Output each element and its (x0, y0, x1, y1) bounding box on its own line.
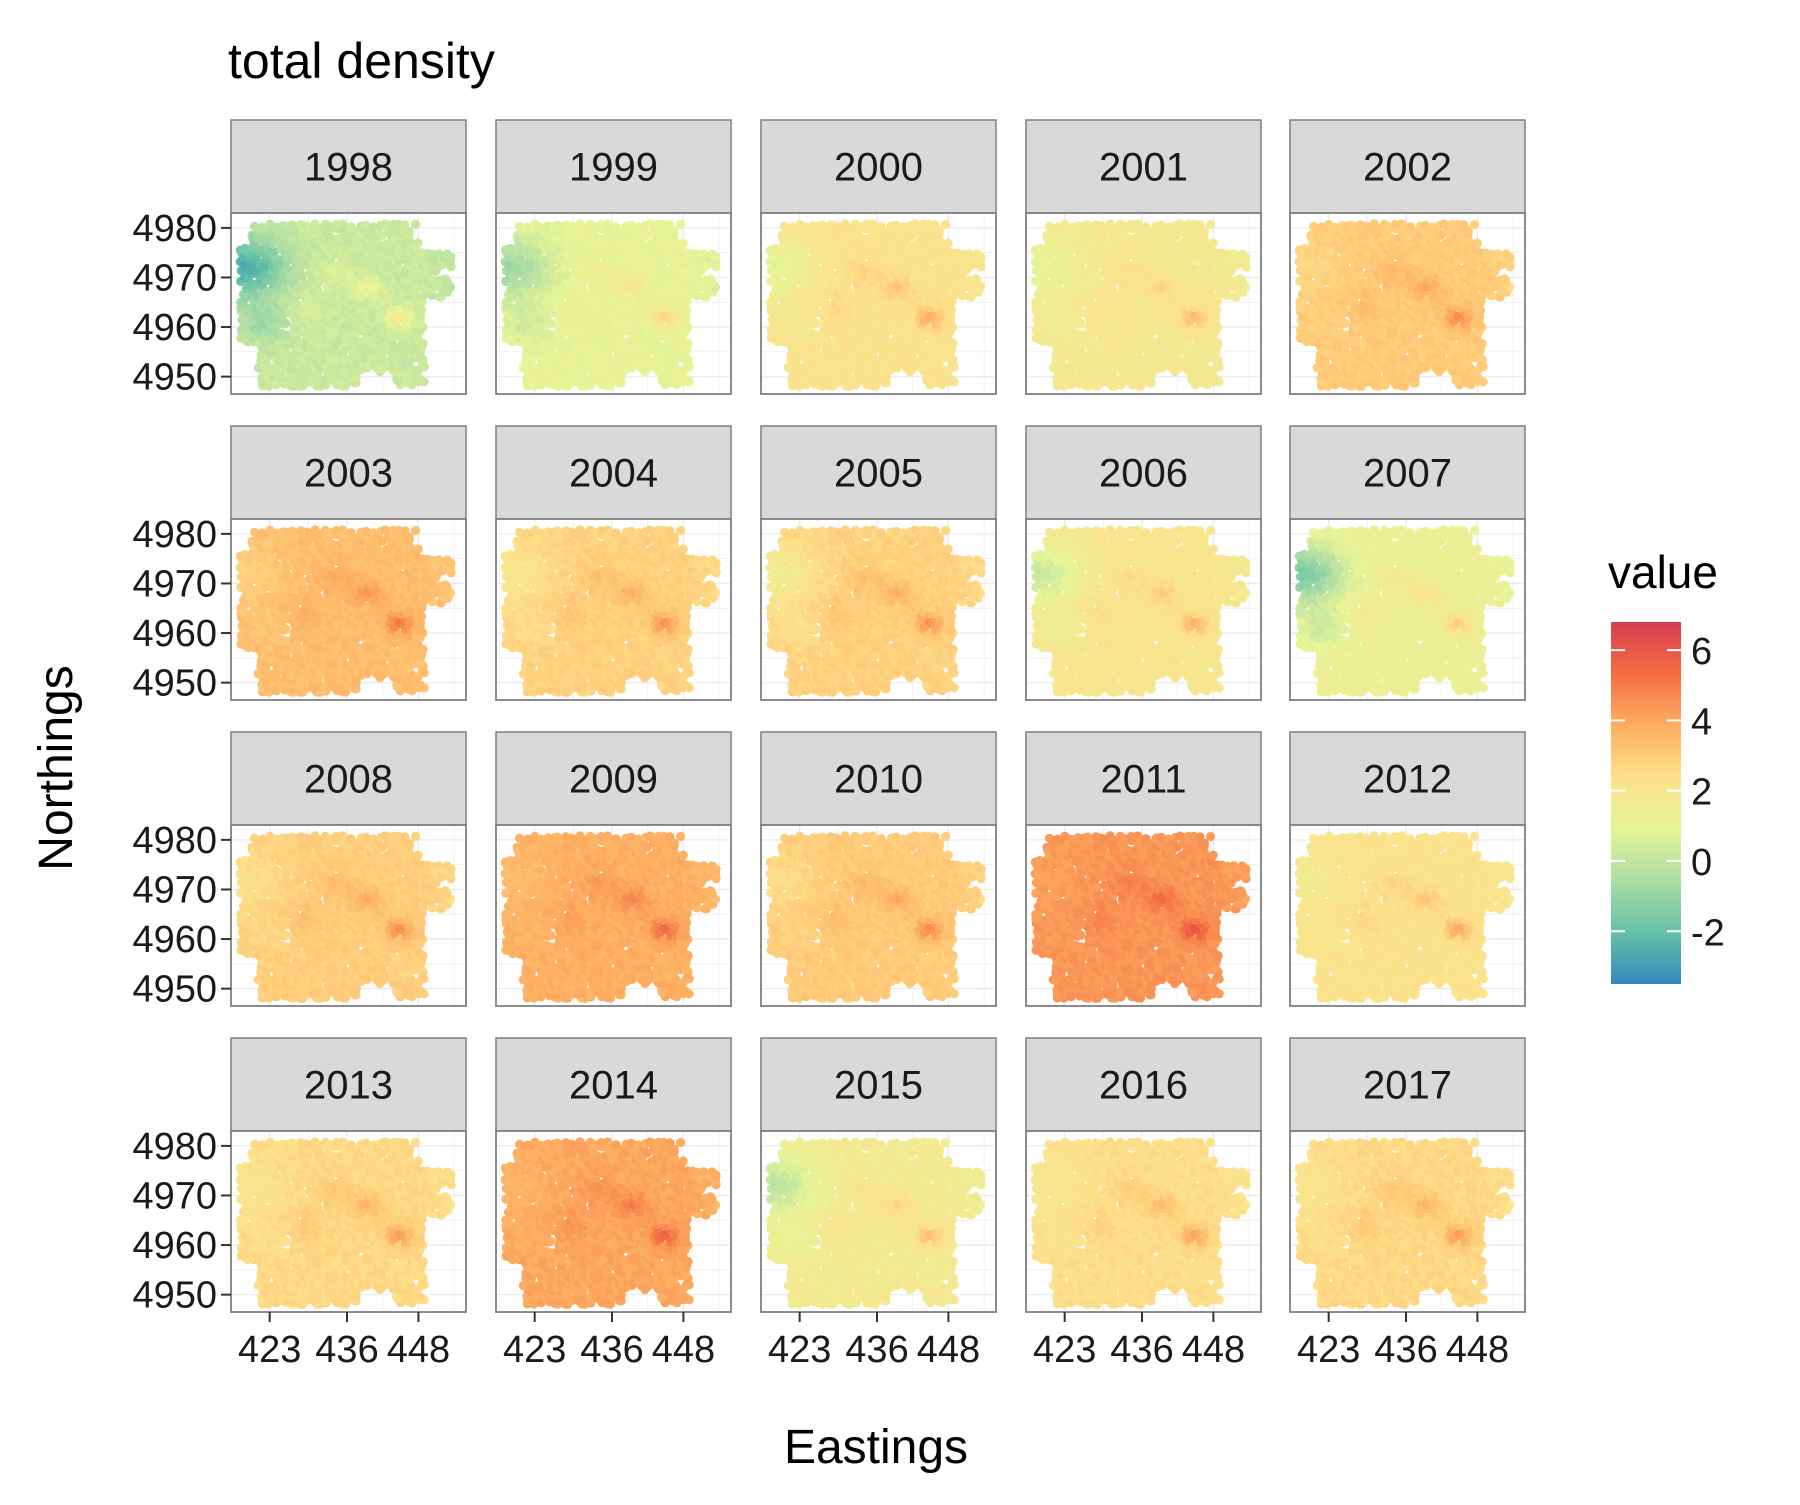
density-point (949, 339, 958, 348)
density-point (1209, 239, 1218, 248)
density-point (973, 249, 982, 258)
density-point (292, 335, 301, 344)
density-point (547, 263, 556, 272)
density-point (1238, 277, 1247, 286)
density-point (811, 319, 820, 328)
density-point (415, 374, 424, 383)
density-point (680, 374, 689, 383)
density-point (812, 263, 821, 272)
density-point (822, 335, 831, 344)
density-point (1077, 263, 1086, 272)
density-point (1206, 220, 1215, 229)
density-point (314, 286, 323, 295)
density-point (1214, 339, 1223, 348)
density-point (679, 239, 688, 248)
density-point (945, 374, 954, 383)
density-point (708, 277, 717, 286)
density-point (443, 277, 452, 286)
facet-panel-2000: 2000 (761, 120, 996, 394)
facet-label: 1999 (569, 146, 658, 190)
density-point (1109, 286, 1118, 295)
density-point (844, 286, 853, 295)
density-point (1210, 374, 1219, 383)
density-point (944, 239, 953, 248)
density-point (282, 263, 291, 272)
facet-panel-2002: 2002 (1290, 120, 1525, 394)
density-point (419, 339, 428, 348)
density-point (708, 249, 717, 258)
chart-title: total density (228, 33, 495, 89)
density-point (973, 277, 982, 286)
density-point (443, 249, 452, 258)
density-point (676, 220, 685, 229)
facet-label: 1998 (304, 146, 393, 190)
density-point (546, 319, 555, 328)
density-point (684, 339, 693, 348)
density-point (557, 335, 566, 344)
density-point (411, 220, 420, 229)
density-point (579, 286, 588, 295)
density-point (281, 319, 290, 328)
density-point (1076, 319, 1085, 328)
facet-panel-1998: 1998 (231, 120, 466, 394)
facet-panel-2001: 2001 (1026, 120, 1261, 394)
facet-label: 2001 (1099, 146, 1188, 190)
facet-label: 2002 (1363, 146, 1452, 190)
facet-panel-1999: 1999 (496, 120, 731, 394)
facet-label: 2000 (834, 146, 923, 190)
density-point (941, 220, 950, 229)
density-point (414, 239, 423, 248)
density-point (1238, 249, 1247, 258)
density-point (1087, 335, 1096, 344)
